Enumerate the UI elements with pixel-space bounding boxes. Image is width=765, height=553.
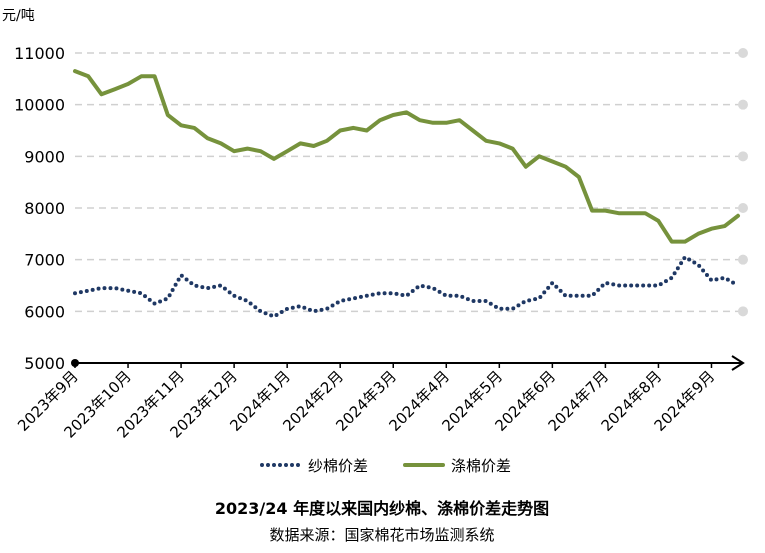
chart-subtitle: 数据来源：国家棉花市场监测系统 (269, 526, 494, 544)
y-tick-label: 6000 (24, 302, 65, 321)
y-tick-label: 10000 (14, 96, 65, 115)
grid-end-dot (738, 203, 748, 213)
y-tick-label: 11000 (14, 44, 65, 63)
y-tick-label: 5000 (24, 354, 65, 373)
legend-label: 涤棉价差 (451, 457, 511, 475)
y-tick-label: 9000 (24, 147, 65, 166)
y-axis-label: 元/吨 (2, 8, 35, 24)
chart-title: 2023/24 年度以来国内纱棉、涤棉价差走势图 (215, 499, 549, 518)
y-tick-label: 8000 (24, 199, 65, 218)
grid-end-dot (738, 254, 748, 265)
grid-end-dot (738, 99, 748, 110)
x-axis-arrow (731, 355, 745, 371)
grid-end-dot (738, 306, 748, 317)
legend-label: 纱棉价差 (308, 457, 368, 475)
series-line (73, 69, 740, 244)
grid-end-dot (738, 48, 748, 58)
grid-end-dot (738, 151, 748, 162)
y-tick-label: 7000 (24, 251, 65, 270)
series-line (73, 255, 740, 319)
